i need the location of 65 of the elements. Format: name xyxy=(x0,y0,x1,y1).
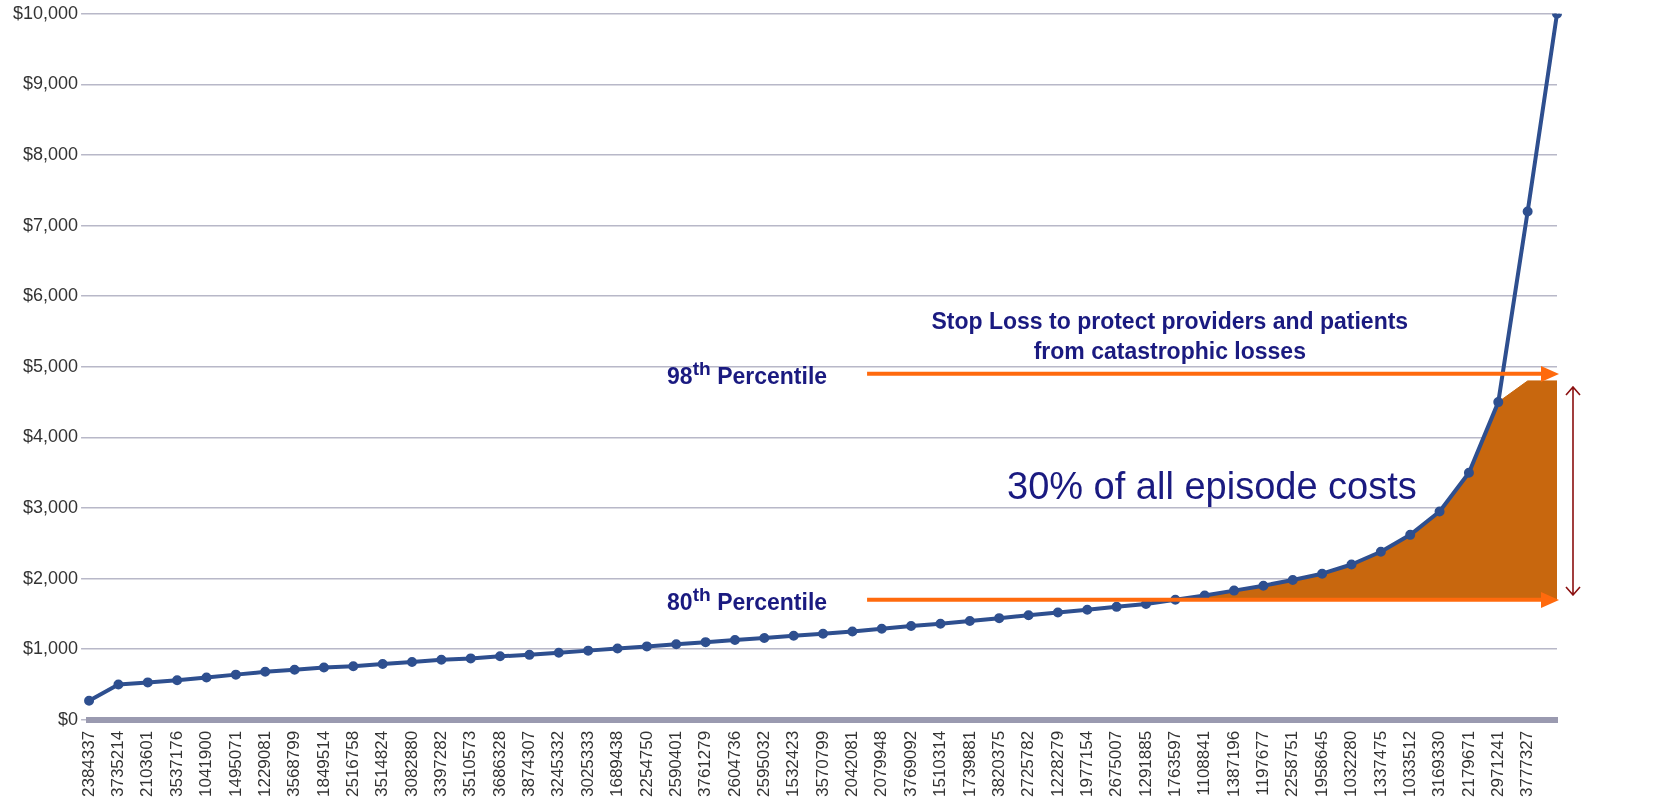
x-tick-label: 2384337 xyxy=(78,730,98,798)
x-tick-label: 1229081 xyxy=(254,730,274,798)
x-tick-label: 1108841 xyxy=(1194,730,1214,796)
x-tick-label: 1197677 xyxy=(1253,730,1273,796)
x-tick-label: 2725782 xyxy=(1018,730,1038,798)
x-tick-label: 1689438 xyxy=(607,730,627,798)
x-tick-label: 1033512 xyxy=(1399,730,1419,798)
x-tick-label: 1228279 xyxy=(1047,730,1067,798)
x-tick-label: 1532423 xyxy=(783,730,803,798)
x-tick-label: 3761279 xyxy=(695,730,715,798)
y-tick-label: $4,000 xyxy=(23,426,79,447)
x-tick-label: 2179671 xyxy=(1458,730,1478,798)
x-tick-label: 1510314 xyxy=(930,730,950,798)
annotation: Stop Loss to protect providers and patients from catastrophic losses xyxy=(930,306,1410,366)
y-tick-label: $1,000 xyxy=(23,638,79,659)
x-tick-label: 1291885 xyxy=(1135,730,1155,798)
y-tick-label: $9,000 xyxy=(23,73,79,94)
x-tick-label: 3025333 xyxy=(577,730,597,798)
y-tick-label: $7,000 xyxy=(23,214,79,235)
x-tick-label: 2595032 xyxy=(754,730,773,798)
y-tick-label: $6,000 xyxy=(23,285,79,306)
x-tick-label: 1387196 xyxy=(1223,730,1243,798)
x-tick-label: 3686328 xyxy=(489,730,509,798)
x-tick-label: 2079948 xyxy=(871,730,891,798)
x-tick-label: 3735214 xyxy=(108,730,128,798)
x-tick-label: 3510573 xyxy=(460,730,480,798)
y-tick-label: $3,000 xyxy=(23,496,79,517)
x-tick-label: 3777327 xyxy=(1517,730,1537,798)
annotation: 30% of all episode costs xyxy=(1007,465,1417,509)
x-tick-label: 3820375 xyxy=(988,730,1008,798)
x-tick-label: 3537176 xyxy=(166,730,186,798)
x-tick-label: 3769092 xyxy=(900,730,920,798)
x-tick-label: 2604736 xyxy=(724,730,744,798)
x-tick-label: 2254750 xyxy=(636,730,656,798)
x-tick-label: 3874307 xyxy=(519,730,539,798)
x-tick-label: 2590401 xyxy=(665,730,685,798)
x-tick-label: 2258751 xyxy=(1282,730,1302,798)
x-tick-label: 3169330 xyxy=(1429,730,1449,798)
y-tick-label: $5,000 xyxy=(23,355,79,376)
y-tick-label: $10,000 xyxy=(12,2,79,23)
x-tick-label: 1739881 xyxy=(959,730,979,798)
ref-line-label: 98$^{th}$ Percentile xyxy=(667,357,828,390)
x-tick-label: 2042081 xyxy=(842,730,862,798)
x-tick-label: 3568799 xyxy=(284,730,304,798)
ref-line-label: 80$^{th}$ Percentile xyxy=(667,583,828,616)
y-tick-label: $2,000 xyxy=(23,567,79,588)
x-tick-label: 3570799 xyxy=(812,730,832,798)
y-tick-label: $0 xyxy=(58,708,79,729)
x-tick-label: 3397282 xyxy=(431,730,451,798)
x-tick-label: 1977154 xyxy=(1076,730,1096,798)
x-tick-label: 3082880 xyxy=(401,730,421,798)
x-tick-label: 2516758 xyxy=(342,730,362,798)
x-tick-label: 1958645 xyxy=(1311,730,1331,798)
x-tick-label: 1337475 xyxy=(1370,730,1390,798)
x-tick-label: 1763597 xyxy=(1165,730,1185,798)
x-tick-label: 3514824 xyxy=(372,730,392,798)
y-tick-label: $8,000 xyxy=(23,143,79,164)
x-tick-label: 2103601 xyxy=(137,730,157,798)
x-tick-label: 1032280 xyxy=(1341,730,1361,798)
x-tick-label: 1849514 xyxy=(313,730,333,798)
x-tick-label: 2971241 xyxy=(1487,730,1507,798)
x-tick-label: 1495071 xyxy=(225,730,245,798)
x-tick-label: 2675007 xyxy=(1106,730,1126,798)
x-tick-label: 1041900 xyxy=(196,730,216,798)
x-tick-label: 3245332 xyxy=(548,730,568,798)
